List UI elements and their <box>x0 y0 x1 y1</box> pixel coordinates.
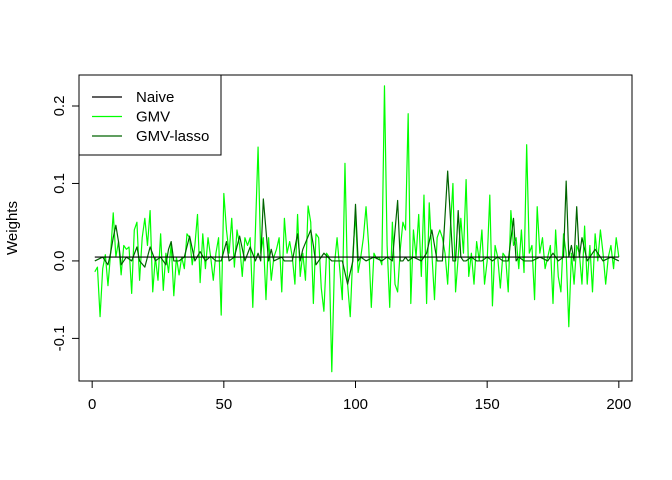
legend-label: GMV <box>136 109 170 126</box>
y-tick-label: 0.2 <box>51 96 68 117</box>
legend-box <box>78 74 222 156</box>
y-tick-label: 0.1 <box>51 173 68 194</box>
series-line-gmv-lasso <box>94 170 620 285</box>
x-axis: 0 50 100 150 200 <box>88 380 631 413</box>
legend-label: Naive <box>136 89 174 106</box>
legend-label: GMV-lasso <box>136 128 209 145</box>
x-tick-label: 50 <box>215 396 232 413</box>
x-tick-label: 150 <box>475 396 500 413</box>
y-tick-label: -0.1 <box>51 325 68 351</box>
y-tick-label: 0.0 <box>51 250 68 271</box>
x-tick-label: 0 <box>88 396 96 413</box>
y-axis-title: Weights <box>4 201 21 255</box>
y-axis: -0.1 0.0 0.1 0.2 <box>51 96 80 351</box>
legend: Naive GMV GMV-lasso <box>78 74 222 156</box>
x-tick-label: 100 <box>343 396 368 413</box>
x-tick-label: 200 <box>606 396 631 413</box>
series-layer <box>94 85 620 373</box>
